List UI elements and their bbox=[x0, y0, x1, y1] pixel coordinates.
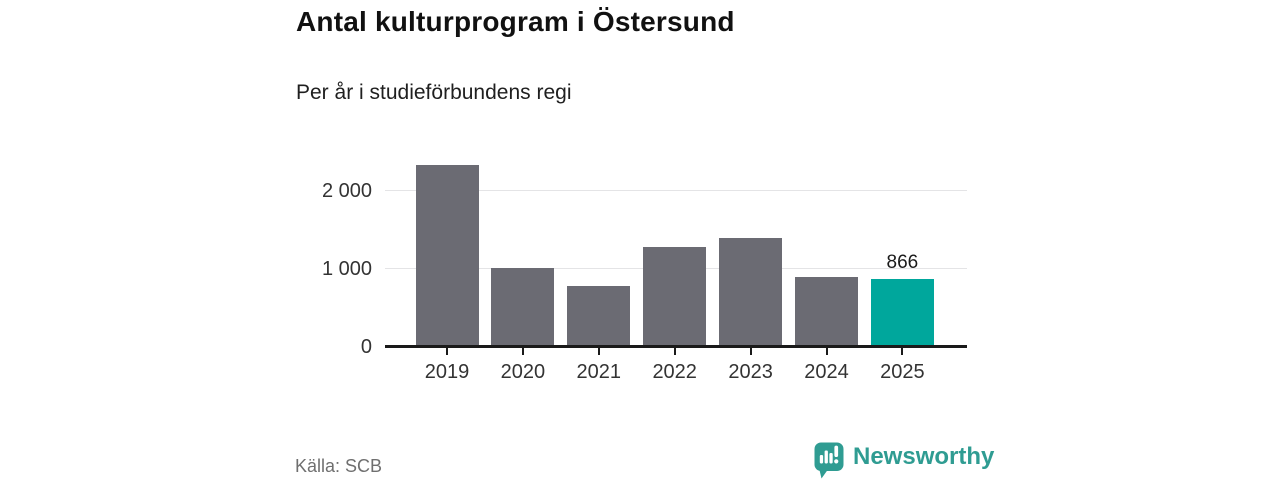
x-axis-line bbox=[385, 345, 967, 348]
newsworthy-bubble-chart-icon bbox=[814, 442, 844, 479]
y-axis-tick-label: 2 000 bbox=[321, 179, 372, 202]
newsworthy-wordmark: Newsworthy bbox=[853, 443, 995, 470]
x-axis-tick-2021 bbox=[597, 348, 600, 355]
x-axis-label-2025: 2025 bbox=[880, 361, 925, 383]
x-axis-tick-2023 bbox=[749, 348, 752, 355]
x-axis-label-2024: 2024 bbox=[804, 361, 849, 383]
x-axis-label-2022: 2022 bbox=[652, 361, 697, 383]
x-axis-label-2019: 2019 bbox=[424, 361, 470, 383]
x-axis-tick-2020 bbox=[521, 348, 524, 355]
bar-2022 bbox=[643, 246, 707, 347]
x-axis-tick-2025 bbox=[901, 348, 904, 355]
x-axis-tick-2022 bbox=[673, 348, 676, 355]
bar-2020 bbox=[491, 267, 555, 347]
bar-2025 bbox=[870, 279, 934, 347]
bar-value-label-2025: 866 bbox=[886, 252, 919, 274]
gridline-2000 bbox=[385, 190, 967, 191]
newsworthy-logo[interactable]: Newsworthy bbox=[814, 442, 994, 479]
y-axis-tick-label: 0 bbox=[360, 336, 372, 358]
x-axis-tick-2024 bbox=[825, 348, 828, 355]
source-note: Källa: SCB bbox=[295, 456, 383, 476]
x-axis-label-2023: 2023 bbox=[728, 361, 773, 383]
x-axis-tick-2019 bbox=[446, 348, 448, 355]
x-axis-label-2021: 2021 bbox=[576, 361, 622, 383]
bar-2019 bbox=[415, 165, 479, 347]
chart-title: Antal kulturprogram i Östersund bbox=[296, 6, 735, 37]
bar-2021 bbox=[567, 285, 631, 347]
chart-subtitle: Per år i studieförbundens regi bbox=[296, 81, 572, 104]
bar-2024 bbox=[795, 276, 858, 347]
bar-2023 bbox=[719, 237, 783, 347]
y-axis-tick-label: 1 000 bbox=[321, 257, 372, 280]
x-axis-label-2020: 2020 bbox=[500, 361, 546, 383]
